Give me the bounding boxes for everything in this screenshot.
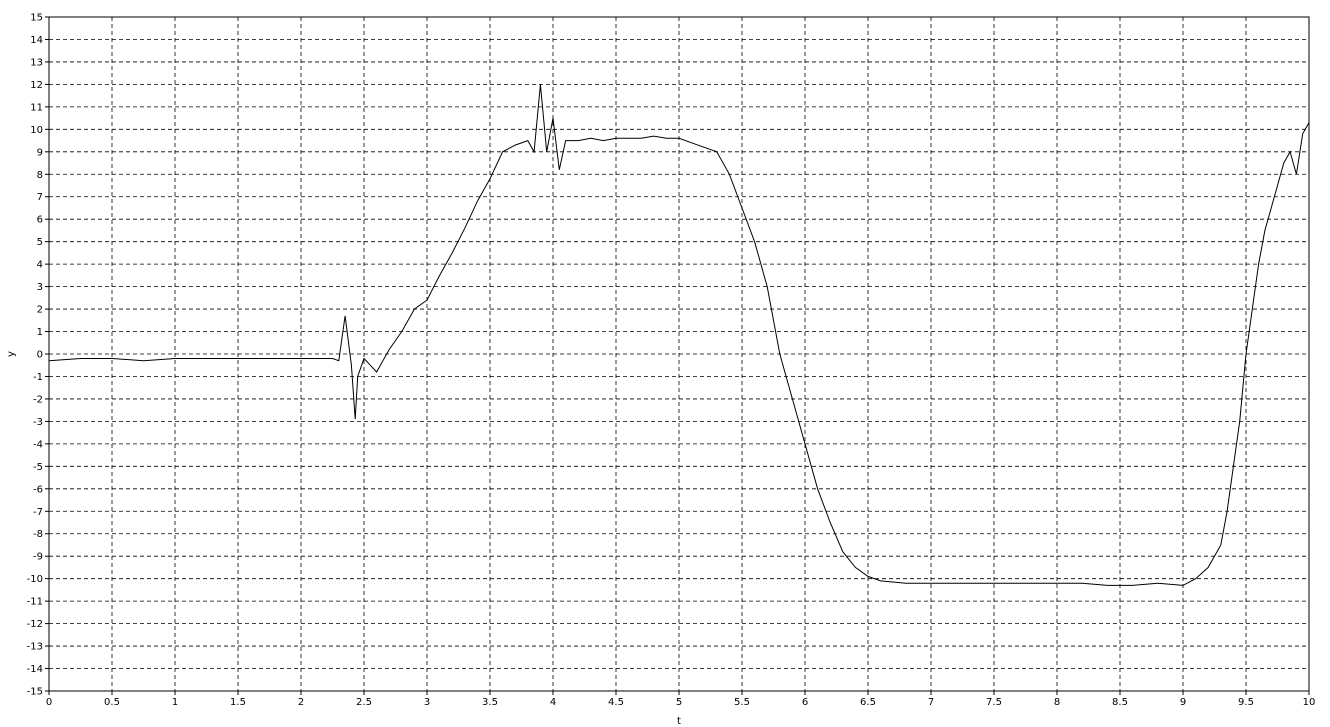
y-tick-label: -13	[27, 642, 43, 653]
y-tick-label: -10	[27, 574, 43, 585]
x-tick-label: 5.5	[734, 697, 750, 708]
y-tick-label: 5	[37, 237, 43, 248]
x-tick-label: 9.5	[1238, 697, 1254, 708]
x-tick-label: 3	[424, 697, 430, 708]
y-tick-label: 15	[30, 13, 43, 24]
y-tick-label: -14	[27, 664, 43, 675]
y-tick-label: 3	[37, 282, 43, 293]
x-tick-label: 1.5	[230, 697, 246, 708]
x-tick-label: 2	[298, 697, 304, 708]
y-tick-label: -6	[33, 484, 43, 495]
y-tick-label: -9	[33, 552, 43, 563]
x-tick-label: 10	[1303, 697, 1316, 708]
grid	[49, 17, 1309, 691]
x-tick-label: 0	[46, 697, 52, 708]
x-tick-label: 3.5	[482, 697, 498, 708]
plot-frame	[48, 16, 1310, 692]
y-tick-label: 14	[30, 35, 43, 46]
x-tick-label: 9	[1180, 697, 1186, 708]
x-axis: 0 0.5 1 1.5 2 2.5 3 3.5 4 4.5 5 5.5 6 6.5 7 7.5 8 8.5 9 9.5…	[46, 691, 1316, 708]
y-tick-label: 8	[37, 170, 43, 181]
y-axis-label: y	[6, 351, 17, 357]
y-tick-label: -2	[33, 394, 43, 405]
y-tick-label: 0	[37, 350, 43, 361]
y-tick-label: 1	[37, 327, 43, 338]
y-tick-label: 10	[30, 125, 43, 136]
y-tick-label: 12	[30, 80, 43, 91]
y-axis: -15-14-13-12-11-10-9-8-7-6-5-4-3-2-10123…	[27, 13, 49, 698]
y-tick-label: 6	[37, 215, 43, 226]
y-tick-label: 7	[37, 192, 43, 203]
y-tick-label: 9	[37, 147, 43, 158]
x-tick-label: 2.5	[356, 697, 372, 708]
y-tick-label: -1	[33, 372, 43, 383]
y-tick-label: 11	[30, 102, 43, 113]
y-tick-label: -8	[33, 529, 43, 540]
y-tick-label: -11	[27, 597, 43, 608]
y-tick-label: -4	[33, 439, 43, 450]
x-tick-label: 4	[550, 697, 556, 708]
y-tick-label: -3	[33, 417, 43, 428]
x-tick-label: 7.5	[986, 697, 1002, 708]
y-tick-label: -7	[33, 507, 43, 518]
x-tick-label: 1	[172, 697, 178, 708]
x-tick-label: 6	[802, 697, 808, 708]
x-tick-label: 7	[928, 697, 934, 708]
x-axis-label: t	[677, 716, 681, 727]
x-tick-label: 4.5	[608, 697, 624, 708]
y-tick-label: -15	[27, 687, 43, 698]
x-tick-label: 5	[676, 697, 682, 708]
x-tick-label: 6.5	[860, 697, 876, 708]
y-tick-label: 4	[37, 260, 43, 271]
x-tick-label: 8	[1054, 697, 1060, 708]
x-tick-label: 0.5	[104, 697, 120, 708]
series-line	[48, 84, 1310, 586]
x-tick-label: 8.5	[1112, 697, 1128, 708]
y-tick-label: 13	[30, 57, 43, 68]
y-tick-label: -5	[33, 462, 43, 473]
y-tick-label: -12	[27, 619, 43, 630]
y-tick-label: 2	[37, 305, 43, 316]
